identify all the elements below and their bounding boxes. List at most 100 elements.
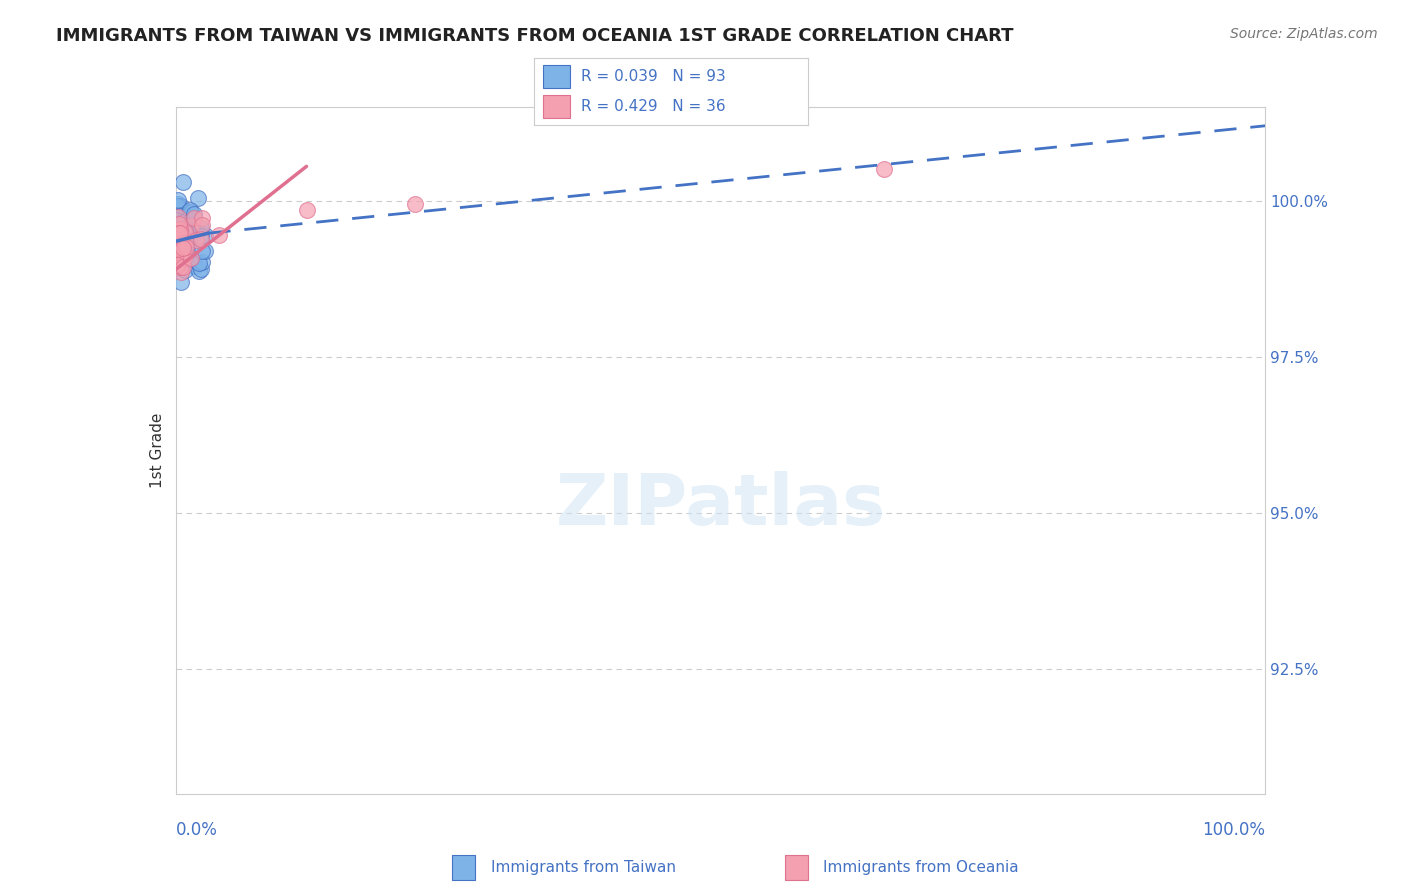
Point [180, 219, 202, 234]
Point [169, 241, 191, 255]
Point [169, 226, 191, 240]
Point [166, 223, 188, 237]
Point [166, 219, 188, 233]
Point [166, 226, 188, 240]
Point [405, 196, 427, 211]
Point [183, 226, 205, 240]
Point [166, 210, 188, 224]
Point [172, 225, 194, 239]
Text: 100.0%: 100.0% [1202, 822, 1265, 839]
Point [184, 225, 207, 239]
Point [165, 223, 187, 237]
Point [169, 226, 191, 240]
Point [166, 233, 188, 247]
Point [172, 260, 194, 274]
Point [173, 225, 195, 239]
Point [165, 219, 187, 233]
Point [179, 211, 201, 225]
Point [166, 259, 188, 273]
Point [190, 228, 212, 243]
Bar [543, 65, 569, 88]
Point [165, 199, 187, 213]
Bar [785, 855, 808, 880]
Point [177, 233, 200, 247]
Point [170, 225, 193, 239]
Point [172, 175, 194, 189]
Point [172, 241, 194, 255]
Point [166, 233, 188, 247]
Point [194, 228, 217, 243]
Point [166, 237, 188, 252]
Point [169, 244, 191, 259]
Point [170, 208, 193, 222]
Point [174, 234, 197, 248]
Point [190, 232, 212, 246]
Point [184, 259, 207, 273]
Point [167, 241, 190, 255]
Point [166, 223, 188, 237]
Point [172, 228, 194, 243]
Point [170, 232, 193, 246]
Point [173, 232, 195, 246]
Point [167, 197, 190, 211]
Point [166, 211, 188, 225]
Point [179, 202, 201, 217]
Point [176, 205, 198, 219]
Point [188, 264, 211, 278]
Point [187, 256, 209, 270]
Point [169, 235, 191, 250]
Point [166, 225, 188, 239]
Text: R = 0.039   N = 93: R = 0.039 N = 93 [581, 69, 725, 84]
Point [166, 221, 188, 235]
Point [166, 245, 188, 260]
Point [167, 256, 190, 270]
Point [170, 225, 193, 239]
Text: 0.0%: 0.0% [176, 822, 218, 839]
Point [167, 208, 190, 222]
Point [170, 251, 193, 265]
Text: Source: ZipAtlas.com: Source: ZipAtlas.com [1230, 27, 1378, 41]
Point [873, 162, 896, 177]
Text: R = 0.429   N = 36: R = 0.429 N = 36 [581, 99, 725, 113]
Point [186, 233, 208, 247]
Point [167, 220, 190, 235]
Point [167, 242, 190, 256]
Point [166, 239, 188, 253]
Point [170, 265, 193, 279]
Point [181, 227, 204, 242]
Bar [453, 855, 475, 880]
Point [173, 262, 195, 277]
Point [169, 222, 191, 236]
Point [173, 215, 195, 229]
Point [166, 193, 188, 207]
Point [190, 211, 212, 226]
Point [169, 275, 191, 289]
Point [169, 229, 191, 244]
Point [183, 211, 205, 226]
Point [170, 242, 193, 256]
Point [194, 244, 217, 258]
Point [166, 242, 188, 256]
Point [295, 202, 318, 217]
Point [181, 219, 204, 233]
Point [165, 216, 187, 230]
Point [191, 244, 214, 259]
Point [167, 212, 190, 227]
Point [166, 230, 188, 244]
Bar [543, 95, 569, 119]
Point [187, 191, 209, 205]
Point [191, 254, 214, 268]
Point [173, 232, 195, 246]
Point [170, 248, 193, 262]
Point [191, 218, 214, 232]
Point [165, 252, 187, 266]
Point [172, 232, 194, 246]
Point [170, 199, 193, 213]
Text: IMMIGRANTS FROM TAIWAN VS IMMIGRANTS FROM OCEANIA 1ST GRADE CORRELATION CHART: IMMIGRANTS FROM TAIWAN VS IMMIGRANTS FRO… [56, 27, 1014, 45]
Point [180, 251, 202, 265]
Point [169, 230, 191, 244]
Point [180, 205, 202, 219]
Point [166, 228, 188, 243]
Point [172, 214, 194, 228]
Point [169, 203, 191, 218]
